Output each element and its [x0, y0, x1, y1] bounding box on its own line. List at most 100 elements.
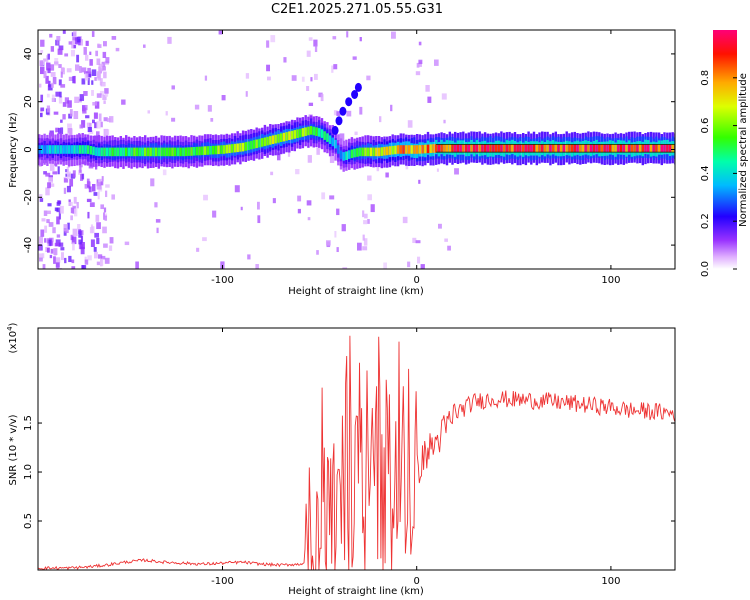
ridge-cell	[494, 144, 498, 153]
noise-cell	[308, 102, 314, 106]
noise-cell	[46, 55, 49, 64]
snr-y-axis-label: SNR (10 * v/v)	[8, 414, 19, 485]
noise-cell	[94, 77, 97, 81]
noise-cell	[100, 258, 104, 266]
noise-cell	[87, 127, 92, 133]
noise-cell	[68, 201, 73, 206]
noise-cell	[96, 71, 100, 79]
noise-cell	[306, 86, 310, 91]
noise-cell	[307, 155, 312, 163]
ridge-cell	[475, 144, 479, 153]
ridge-cell	[511, 144, 514, 153]
side-branch-blob	[339, 106, 347, 116]
noise-cell	[257, 201, 260, 210]
ridge-cell	[570, 144, 574, 153]
noise-cell	[103, 207, 107, 213]
ridge-cell	[399, 145, 402, 154]
noise-cell	[405, 164, 409, 170]
noise-cell	[363, 220, 368, 225]
ridge-cell	[263, 137, 267, 147]
snr-panel: -100 0 100 0.5 1.0 1.5 Height of straight lin…	[6, 322, 676, 597]
ridge-cell	[184, 147, 188, 157]
noise-cell	[46, 93, 50, 98]
noise-cell	[60, 156, 65, 160]
side-branch-blob	[354, 82, 362, 92]
noise-cell	[297, 208, 301, 214]
noise-cell	[50, 248, 54, 254]
noise-cell	[87, 255, 92, 261]
ridge-cell	[456, 144, 460, 153]
noise-cell	[98, 178, 103, 183]
snr-series-line	[38, 335, 675, 570]
ridge-cell	[486, 144, 489, 153]
noise-cell	[52, 227, 56, 234]
ridge-cell	[269, 136, 272, 145]
noise-cell	[58, 96, 63, 104]
ridge-cell	[638, 144, 642, 153]
spectrogram-y-tick-label: -40	[23, 237, 34, 253]
ridge-cell	[513, 144, 517, 153]
noise-cell	[108, 245, 113, 251]
noise-cell	[49, 33, 53, 38]
noise-cell	[105, 190, 108, 198]
noise-cell	[106, 118, 111, 122]
noise-cell	[39, 83, 42, 88]
ridge-cell	[421, 144, 424, 154]
noise-cell	[434, 59, 439, 66]
ridge-cell	[309, 126, 313, 135]
noise-cell	[212, 210, 217, 218]
noise-cell	[58, 242, 64, 247]
ridge-cell	[388, 146, 392, 155]
noise-cell	[357, 242, 362, 251]
ridge-cell	[285, 132, 288, 141]
noise-cell	[46, 62, 51, 71]
ridge-cell	[282, 132, 286, 142]
ridge-cell	[478, 144, 481, 153]
ridge-cell	[410, 145, 413, 154]
noise-cell	[84, 259, 89, 265]
ridge-cell	[258, 138, 261, 148]
noise-cell	[98, 113, 102, 122]
ridge-cell	[239, 143, 242, 152]
noise-cell	[78, 239, 82, 245]
ridge-cell	[149, 147, 152, 157]
ridge-cell	[236, 143, 239, 153]
noise-cell	[52, 171, 58, 175]
noise-cell	[204, 75, 208, 81]
noise-cell	[96, 182, 102, 190]
ridge-cell	[217, 145, 220, 155]
ridge-cell	[625, 144, 628, 153]
noise-cell	[102, 94, 107, 101]
ridge-cell	[581, 144, 585, 153]
noise-cell	[76, 36, 81, 43]
noise-cell	[240, 206, 243, 211]
noise-cell	[346, 110, 352, 117]
snr-x-axis-label: Height of straight line (km)	[288, 586, 424, 597]
ridge-cell	[315, 127, 318, 136]
ridge-cell	[116, 147, 120, 157]
noise-cell	[147, 110, 151, 114]
ridge-cell	[331, 137, 334, 147]
noise-cell	[454, 168, 459, 175]
noise-cell	[90, 224, 94, 228]
noise-cell	[103, 100, 106, 104]
noise-cell	[196, 247, 200, 252]
noise-cell	[104, 215, 108, 221]
noise-cell	[52, 77, 57, 85]
noise-cell	[436, 168, 439, 172]
noise-cell	[81, 265, 87, 269]
noise-cell	[364, 213, 368, 219]
ridge-cell	[84, 145, 87, 154]
ridge-cell	[296, 129, 299, 138]
noise-cell	[92, 102, 98, 106]
noise-cell	[272, 198, 276, 204]
noise-cell	[101, 61, 106, 67]
noise-cell	[41, 253, 45, 259]
ridge-cell	[448, 144, 451, 153]
noise-cell	[391, 31, 396, 39]
noise-cell	[245, 91, 248, 97]
noise-cell	[354, 131, 358, 136]
noise-cell	[92, 184, 96, 192]
noise-cell	[390, 104, 393, 112]
noise-cell	[58, 79, 62, 86]
